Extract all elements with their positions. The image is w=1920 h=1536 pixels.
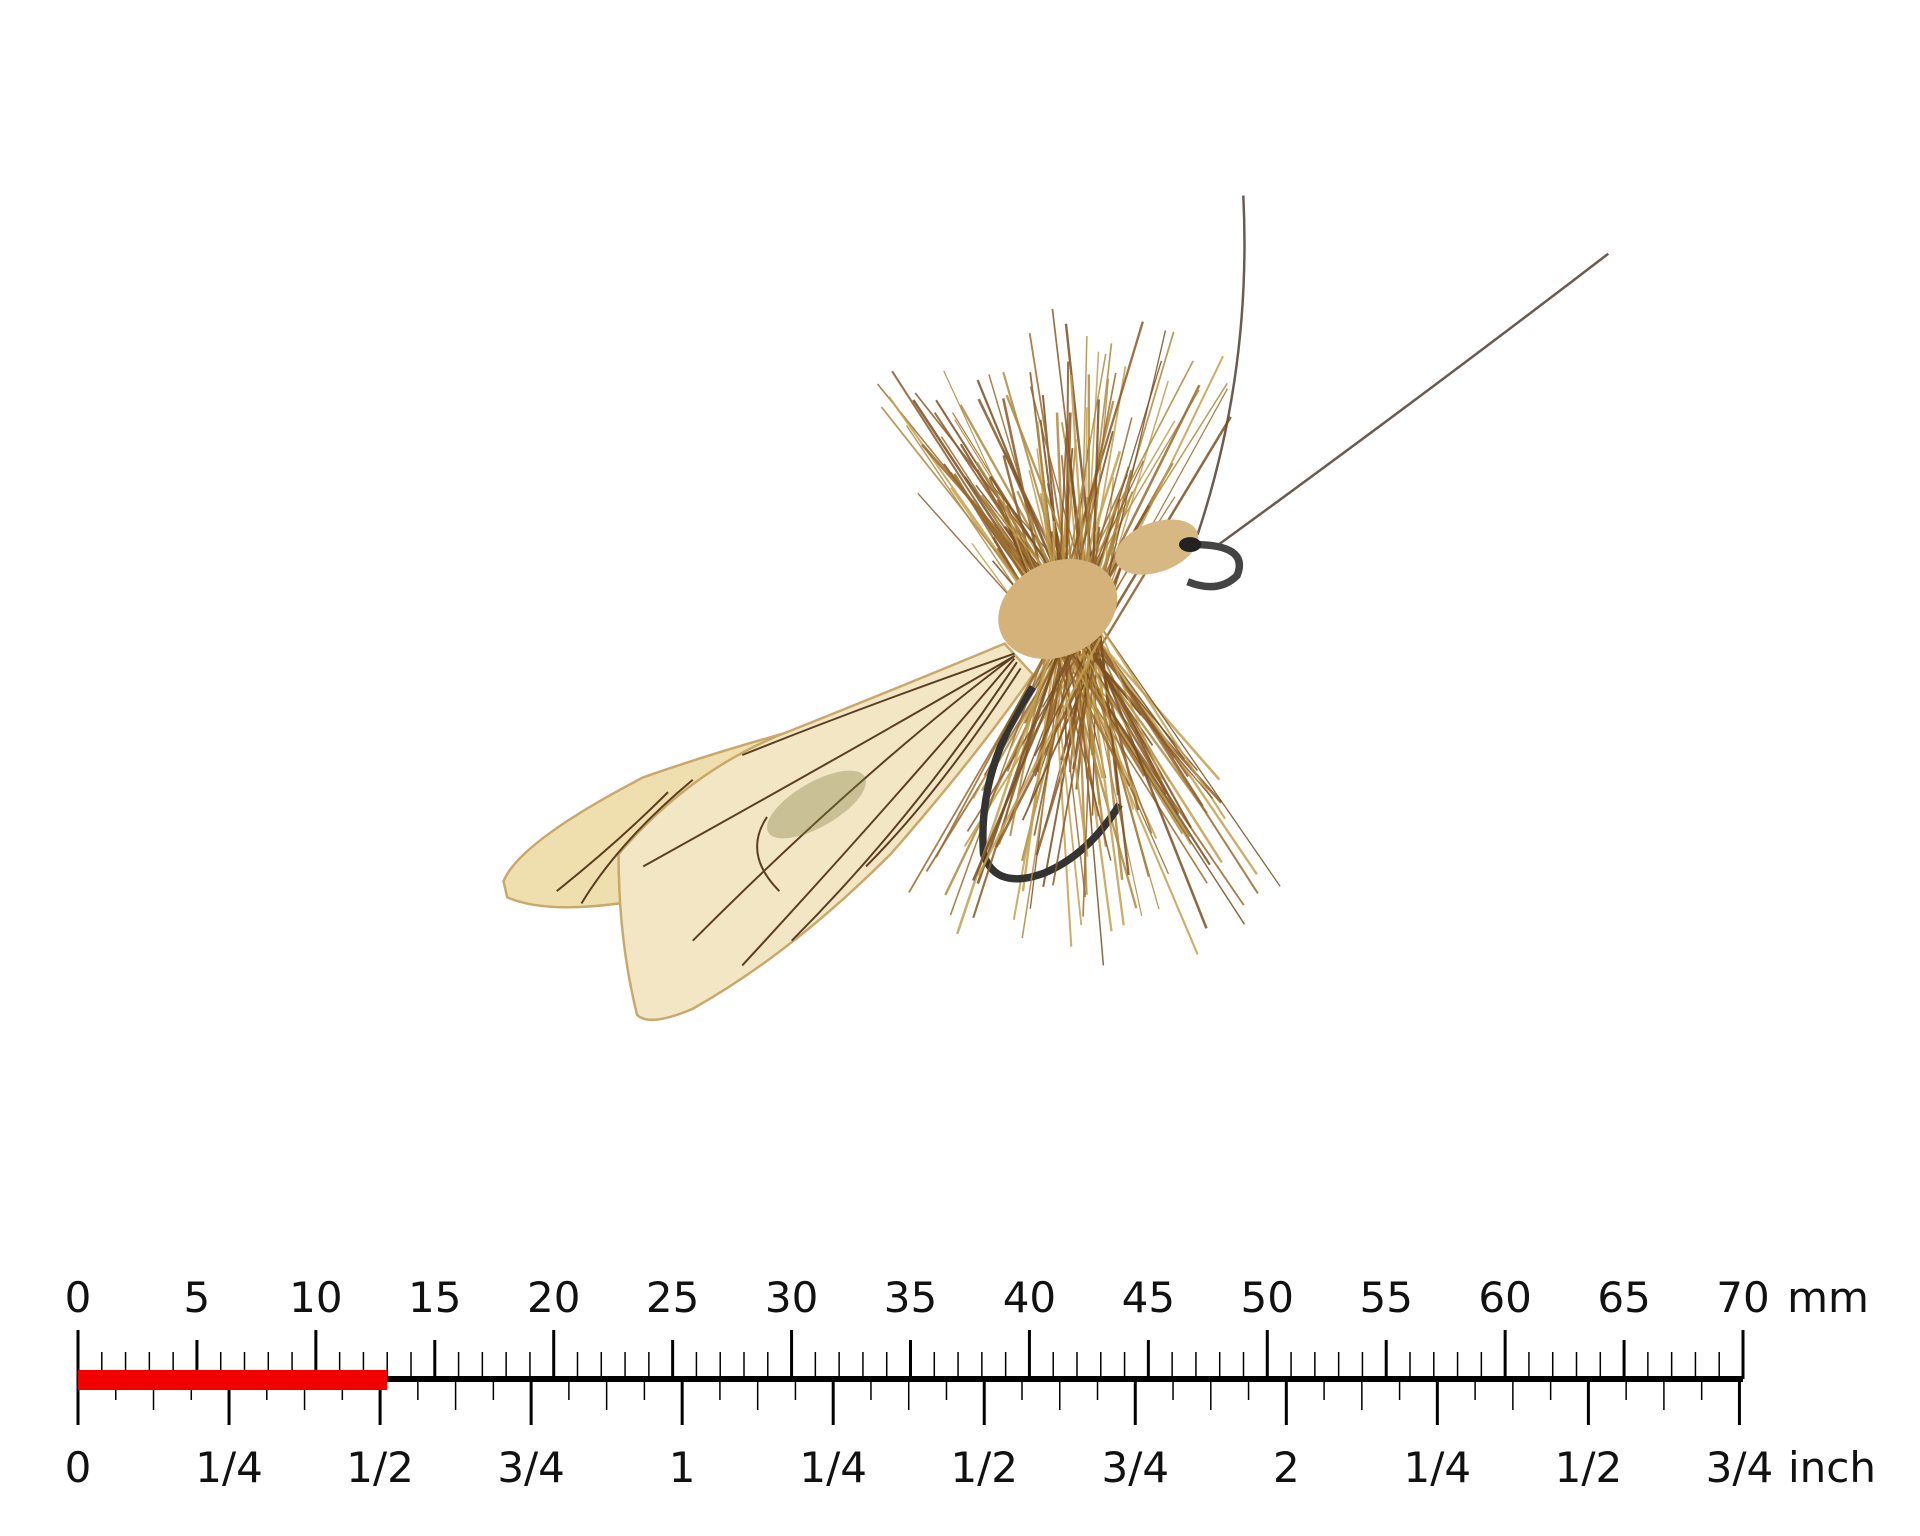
mm-label: 10 (289, 1273, 342, 1322)
hackle-fiber (1088, 626, 1204, 807)
fore-wing (617, 642, 1035, 1022)
mm-label: 40 (1003, 1273, 1056, 1322)
inch-label: 1 (669, 1443, 696, 1492)
mm-unit-label: mm (1787, 1273, 1869, 1322)
hackle-fiber (1096, 614, 1130, 876)
hackle-fiber (1081, 639, 1160, 910)
mm-label: 70 (1716, 1273, 1769, 1322)
hackle-fiber (1096, 621, 1163, 780)
mm-label: 5 (184, 1273, 211, 1322)
mm-label: 25 (646, 1273, 699, 1322)
mm-label: 65 (1597, 1273, 1650, 1322)
hackle-fiber (972, 641, 1076, 882)
antenna-left (1196, 195, 1246, 536)
hackle-fiber (1092, 568, 1149, 659)
mm-label: 30 (765, 1273, 818, 1322)
hackle-fiber (1073, 631, 1093, 824)
hackle-fiber (1098, 658, 1208, 929)
antennae (1196, 195, 1610, 546)
hackle-fiber (1067, 648, 1191, 838)
mm-label: 15 (408, 1273, 461, 1322)
hackle-fiber (1061, 628, 1100, 817)
inch-label: 3/4 (497, 1443, 565, 1492)
inch-label: 1/4 (799, 1443, 867, 1492)
inch-label: 1/4 (1404, 1443, 1472, 1492)
hackle-fiber (1055, 646, 1131, 787)
inch-label: 0 (65, 1443, 92, 1492)
inch-label: 1/4 (195, 1443, 263, 1492)
ruler-highlight-bar (78, 1370, 388, 1390)
hackle-fiber (1021, 638, 1070, 939)
hackle-fiber (1057, 656, 1112, 861)
hackle-fiber (1077, 642, 1132, 736)
hackle-fiber (1096, 620, 1226, 820)
inch-label: 1/2 (346, 1443, 414, 1492)
antenna-right (1217, 252, 1610, 546)
hackle-fiber (976, 620, 1071, 884)
inch-label: 2 (1273, 1443, 1300, 1492)
mm-label: 60 (1478, 1273, 1531, 1322)
mm-label: 45 (1122, 1273, 1175, 1322)
hackle-fiber (1079, 630, 1101, 806)
inch-labels: 0 1/4 1/2 3/4 1 1/4 1/2 3/4 2 1/4 1/2 3/4 (65, 1443, 1774, 1492)
hook (979, 684, 1123, 883)
mm-labels: 0 5 10 15 20 25 30 35 40 45 50 55 60 65 70 (65, 1273, 1770, 1322)
hackle-fiber (977, 637, 1102, 877)
inch-unit-label: inch (1788, 1443, 1876, 1492)
hackle-fiber (955, 636, 1058, 935)
wing (502, 642, 1035, 1022)
hackle-fiber (1082, 660, 1094, 917)
mm-label: 50 (1241, 1273, 1294, 1322)
hook-eye (1186, 540, 1243, 591)
ruler-ticks (76, 1330, 1745, 1425)
hackle-fiber (1063, 652, 1138, 909)
hackle-fiber (995, 648, 1099, 848)
fly-eye (1178, 537, 1202, 553)
inch-label: 3/4 (1101, 1443, 1169, 1492)
hackle-fiber (1071, 659, 1199, 955)
hackle-fiber (949, 629, 1054, 916)
hackle-fiber (1075, 656, 1211, 866)
hackle-fiber (1099, 625, 1281, 887)
wing-shadow (767, 770, 866, 839)
mm-label: 35 (884, 1273, 937, 1322)
mm-label: 0 (65, 1273, 92, 1322)
hackle-fiber (1085, 661, 1143, 916)
fly-body (998, 558, 1118, 659)
inch-label: 3/4 (1706, 1443, 1774, 1492)
fly-head (1115, 519, 1199, 575)
inch-label: 1/2 (950, 1443, 1018, 1492)
mm-label: 20 (527, 1273, 580, 1322)
mm-label: 55 (1359, 1273, 1412, 1322)
inch-label: 1/2 (1555, 1443, 1623, 1492)
